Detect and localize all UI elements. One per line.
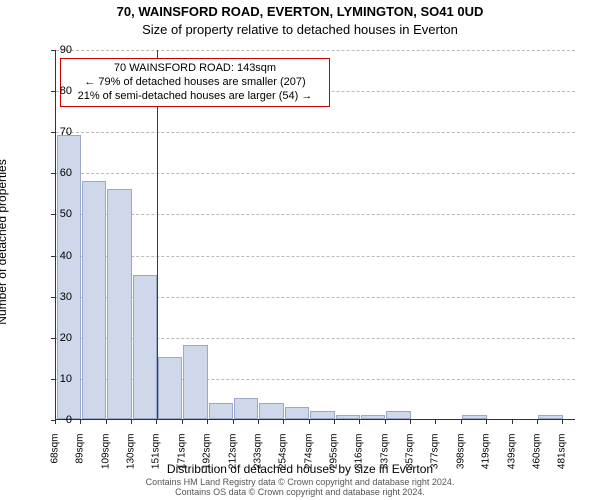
x-tick-mark — [537, 420, 538, 424]
x-tick-mark — [182, 420, 183, 424]
x-tick-mark — [283, 420, 284, 424]
x-tick-mark — [512, 420, 513, 424]
x-tick-label: 171sqm — [176, 434, 187, 484]
footer-line-2: Contains OS data © Crown copyright and d… — [175, 487, 425, 497]
callout-line-3: 21% of semi-detached houses are larger (… — [67, 90, 323, 104]
histogram-bar — [209, 403, 233, 419]
y-tick-mark — [51, 50, 55, 51]
histogram-bar — [234, 398, 258, 419]
x-tick-mark — [385, 420, 386, 424]
histogram-bar — [82, 181, 106, 419]
x-tick-label: 419sqm — [481, 434, 492, 484]
chart-title-subtitle: Size of property relative to detached ho… — [0, 22, 600, 37]
histogram-bar — [361, 415, 385, 419]
y-tick-mark — [51, 132, 55, 133]
callout-line-2: ← 79% of detached houses are smaller (20… — [67, 76, 323, 90]
y-tick-label: 10 — [42, 373, 72, 385]
chart-container: 70, WAINSFORD ROAD, EVERTON, LYMINGTON, … — [0, 0, 600, 500]
y-tick-label: 60 — [42, 167, 72, 179]
gridline — [56, 256, 575, 257]
y-tick-mark — [51, 91, 55, 92]
x-tick-mark — [207, 420, 208, 424]
gridline — [56, 50, 575, 51]
y-tick-mark — [51, 297, 55, 298]
x-tick-label: 109sqm — [100, 434, 111, 484]
histogram-bar — [462, 415, 486, 419]
histogram-bar — [310, 411, 334, 419]
y-tick-label: 40 — [42, 250, 72, 262]
x-tick-mark — [309, 420, 310, 424]
x-tick-label: 130sqm — [126, 434, 137, 484]
x-tick-mark — [258, 420, 259, 424]
histogram-bar — [538, 415, 562, 419]
x-tick-mark — [233, 420, 234, 424]
x-tick-label: 439sqm — [506, 434, 517, 484]
x-tick-label: 481sqm — [557, 434, 568, 484]
histogram-bar — [259, 403, 283, 419]
y-tick-mark — [51, 256, 55, 257]
x-tick-label: 151sqm — [151, 434, 162, 484]
x-tick-mark — [359, 420, 360, 424]
y-tick-mark — [51, 379, 55, 380]
histogram-bar — [158, 357, 182, 419]
x-tick-label: 254sqm — [278, 434, 289, 484]
x-tick-label: 192sqm — [202, 434, 213, 484]
x-tick-mark — [55, 420, 56, 424]
x-tick-mark — [435, 420, 436, 424]
callout-line-1: 70 WAINSFORD ROAD: 143sqm — [67, 62, 323, 76]
x-tick-label: 233sqm — [252, 434, 263, 484]
histogram-bar — [183, 345, 207, 419]
y-tick-mark — [51, 173, 55, 174]
x-tick-mark — [486, 420, 487, 424]
y-tick-label: 70 — [42, 126, 72, 138]
x-tick-label: 295sqm — [329, 434, 340, 484]
chart-title-address: 70, WAINSFORD ROAD, EVERTON, LYMINGTON, … — [0, 4, 600, 19]
histogram-bar — [336, 415, 360, 419]
x-tick-label: 274sqm — [303, 434, 314, 484]
y-tick-label: 50 — [42, 208, 72, 220]
x-tick-label: 212sqm — [227, 434, 238, 484]
gridline — [56, 214, 575, 215]
y-tick-label: 20 — [42, 332, 72, 344]
x-tick-mark — [131, 420, 132, 424]
gridline — [56, 173, 575, 174]
x-tick-label: 337sqm — [379, 434, 390, 484]
y-tick-label: 90 — [42, 44, 72, 56]
x-tick-mark — [461, 420, 462, 424]
y-tick-mark — [51, 214, 55, 215]
histogram-bar — [285, 407, 309, 419]
y-tick-label: 80 — [42, 85, 72, 97]
x-tick-label: 316sqm — [354, 434, 365, 484]
x-tick-label: 68sqm — [50, 434, 61, 484]
x-tick-label: 357sqm — [405, 434, 416, 484]
x-tick-mark — [410, 420, 411, 424]
histogram-bar — [107, 189, 131, 419]
x-tick-mark — [156, 420, 157, 424]
gridline — [56, 132, 575, 133]
x-tick-label: 398sqm — [455, 434, 466, 484]
histogram-bar — [133, 275, 157, 419]
y-axis-label: Number of detached properties — [0, 159, 9, 324]
x-tick-label: 89sqm — [75, 434, 86, 484]
x-tick-mark — [562, 420, 563, 424]
x-tick-label: 460sqm — [531, 434, 542, 484]
x-tick-mark — [334, 420, 335, 424]
x-tick-label: 377sqm — [430, 434, 441, 484]
y-tick-label: 0 — [42, 414, 72, 426]
y-tick-label: 30 — [42, 291, 72, 303]
callout-box: 70 WAINSFORD ROAD: 143sqm ← 79% of detac… — [60, 58, 330, 107]
x-tick-mark — [106, 420, 107, 424]
x-tick-mark — [80, 420, 81, 424]
y-tick-mark — [51, 338, 55, 339]
histogram-bar — [386, 411, 410, 419]
